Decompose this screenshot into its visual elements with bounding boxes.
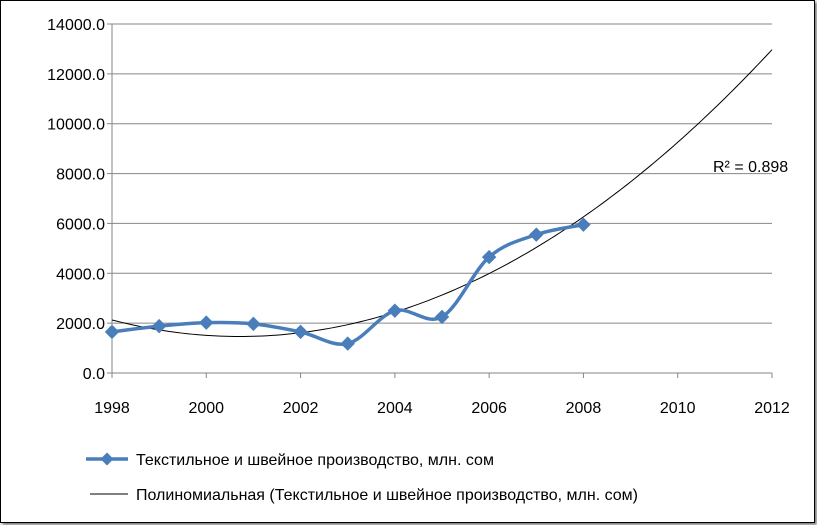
y-tick-label-5: 10000.0 <box>47 117 105 134</box>
x-tick-label-6: 2010 <box>660 400 696 417</box>
y-tick-label-6: 12000.0 <box>47 67 105 84</box>
y-tick-label-0: 0.0 <box>83 366 105 383</box>
x-tick-label-5: 2008 <box>566 400 602 417</box>
x-tick-label-2: 2002 <box>283 400 319 417</box>
legend-entry-trendline: Полиномиальная (Текстильное и швейное пр… <box>90 487 638 504</box>
y-tick-label-4: 8000.0 <box>56 167 105 184</box>
data-point-1998 <box>104 324 120 340</box>
data-point-2003 <box>340 336 355 351</box>
data-point-2007 <box>529 227 544 242</box>
y-tick-label-3: 6000.0 <box>56 216 105 233</box>
series-line <box>111 222 584 346</box>
legend: Текстильное и швейное производство, млн.… <box>86 452 638 504</box>
data-point-2001 <box>246 316 261 332</box>
y-tick-label-7: 14000.0 <box>47 17 105 34</box>
trendline <box>111 49 773 337</box>
data-point-2000 <box>199 315 214 330</box>
legend-series-label: Текстильное и швейное производство, млн.… <box>136 452 494 469</box>
legend-series-marker <box>100 452 114 466</box>
data-point-2006 <box>481 249 497 265</box>
x-tick-label-1: 2000 <box>188 400 224 417</box>
x-tick-label-0: 1998 <box>94 400 130 417</box>
data-point-1999 <box>151 318 167 334</box>
trendline-group <box>111 49 773 337</box>
legend-trendline-label: Полиномиальная (Текстильное и швейное пр… <box>136 487 638 504</box>
data-point-2002 <box>293 324 308 340</box>
data-point-2005 <box>434 309 450 325</box>
x-tick-label-7: 2012 <box>754 400 790 417</box>
data-point-2004 <box>387 303 403 318</box>
legend-entry-series: Текстильное и швейное производство, млн.… <box>86 452 494 469</box>
y-tick-labels: 0.0 2000.0 4000.0 6000.0 8000.0 10000.0 12000.… <box>47 17 105 383</box>
axes <box>111 24 773 378</box>
series-group <box>104 217 591 351</box>
y-tick-label-1: 2000.0 <box>56 316 105 333</box>
data-point-2008 <box>576 217 591 232</box>
r-squared-annotation: R² = 0.898 <box>713 159 788 176</box>
y-tick-label-2: 4000.0 <box>56 266 105 283</box>
x-tick-labels: 1998 2000 2002 2004 2006 2008 2010 2012 <box>94 400 790 417</box>
x-tick-label-3: 2004 <box>377 400 413 417</box>
x-tick-label-4: 2006 <box>471 400 507 417</box>
